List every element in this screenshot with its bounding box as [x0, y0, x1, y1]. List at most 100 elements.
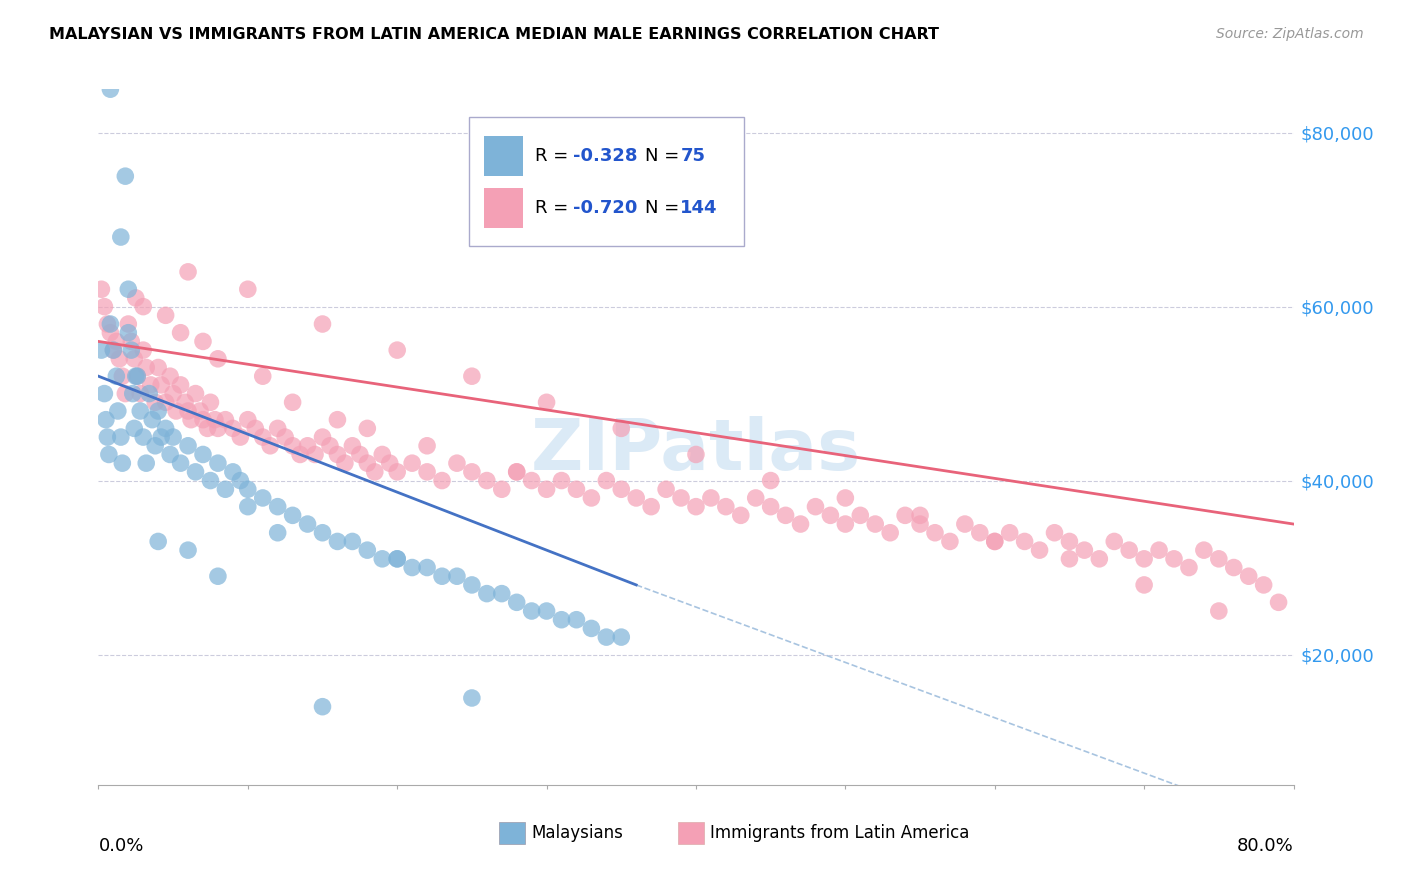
Point	[90, 282, 112, 296]
Point	[319, 439, 342, 453]
Point	[200, 395, 222, 409]
Point	[311, 430, 333, 444]
Point	[1088, 551, 1111, 566]
Point	[356, 543, 378, 558]
Point	[745, 491, 768, 505]
Point	[267, 525, 290, 540]
Point	[188, 404, 211, 418]
FancyBboxPatch shape	[485, 136, 523, 177]
Text: 144: 144	[681, 199, 718, 217]
Point	[155, 421, 177, 435]
Point	[984, 534, 1007, 549]
Point	[610, 630, 633, 644]
Point	[446, 569, 468, 583]
Point	[105, 369, 128, 384]
Point	[197, 421, 219, 435]
Point	[297, 439, 319, 453]
Point	[148, 534, 170, 549]
Point	[267, 421, 290, 435]
Point	[834, 491, 856, 505]
Point	[655, 482, 678, 496]
Point	[267, 500, 290, 514]
Point	[1253, 578, 1275, 592]
Point	[461, 690, 484, 705]
Point	[165, 404, 187, 418]
Point	[550, 613, 572, 627]
Point	[536, 482, 558, 496]
Point	[595, 474, 617, 488]
Point	[326, 412, 349, 426]
Point	[252, 491, 274, 505]
Point	[969, 525, 991, 540]
Point	[97, 447, 120, 462]
Point	[1133, 551, 1156, 566]
Point	[184, 386, 207, 401]
Point	[96, 430, 118, 444]
Point	[730, 508, 752, 523]
Point	[93, 386, 115, 401]
Point	[204, 412, 226, 426]
Point	[714, 500, 737, 514]
Point	[461, 369, 484, 384]
Point	[311, 699, 333, 714]
Point	[775, 508, 797, 523]
Point	[222, 421, 245, 435]
Point	[141, 412, 163, 426]
Point	[191, 412, 214, 426]
Point	[446, 456, 468, 470]
Point	[364, 465, 387, 479]
Point	[311, 525, 333, 540]
Text: 0.0%: 0.0%	[98, 837, 143, 855]
Point	[804, 500, 827, 514]
Point	[127, 369, 149, 384]
Point	[461, 578, 484, 592]
Point	[1014, 534, 1036, 549]
Point	[281, 395, 304, 409]
Point	[371, 551, 394, 566]
Point	[148, 404, 170, 418]
Point	[416, 465, 439, 479]
Point	[159, 369, 181, 384]
Point	[236, 500, 259, 514]
Point	[229, 474, 252, 488]
Point	[520, 604, 543, 618]
Point	[581, 491, 603, 505]
Point	[1178, 560, 1201, 574]
Point	[491, 482, 513, 496]
Point	[759, 474, 782, 488]
Point	[252, 430, 274, 444]
Point	[135, 360, 157, 375]
Point	[150, 377, 173, 392]
Point	[127, 369, 149, 384]
Point	[610, 482, 633, 496]
Point	[114, 386, 136, 401]
Point	[865, 516, 887, 531]
Point	[371, 447, 394, 462]
Point	[207, 351, 229, 366]
Point	[385, 465, 409, 479]
Point	[132, 343, 155, 357]
Point	[150, 430, 173, 444]
Point	[356, 421, 378, 435]
Point	[326, 534, 349, 549]
Point	[378, 456, 401, 470]
Point	[1163, 551, 1185, 566]
Point	[132, 300, 155, 314]
Point	[94, 412, 117, 426]
Point	[700, 491, 723, 505]
Point	[155, 309, 177, 323]
Point	[177, 404, 200, 418]
Point	[98, 326, 122, 340]
Point	[759, 500, 782, 514]
Point	[229, 430, 252, 444]
Point	[117, 326, 139, 340]
Point	[401, 560, 423, 574]
Point	[138, 386, 160, 401]
Point	[259, 439, 281, 453]
Point	[849, 508, 872, 523]
Point	[998, 525, 1021, 540]
Point	[385, 551, 409, 566]
Point	[820, 508, 842, 523]
FancyBboxPatch shape	[678, 822, 704, 844]
Point	[129, 404, 152, 418]
